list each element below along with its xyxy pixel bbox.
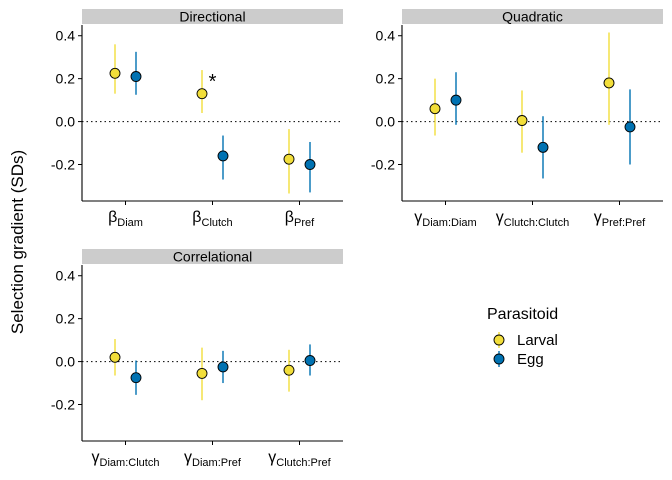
x-tick-symbol: β — [108, 209, 117, 226]
x-tick-label: βClutch — [192, 209, 232, 229]
x-tick-symbol: γ — [268, 449, 276, 466]
x-tick-symbol: γ — [496, 209, 504, 226]
y-tick-label: -0.2 — [51, 397, 75, 413]
x-tick-symbol: β — [285, 209, 294, 226]
x-tick-label: γDiam:Clutch — [92, 449, 160, 469]
legend-key-point — [493, 334, 505, 346]
y-tick-label: 0.0 — [56, 354, 76, 370]
point-larval — [109, 67, 121, 79]
facet-strip — [82, 9, 343, 24]
point-egg — [217, 150, 229, 162]
legend-label-egg: Egg — [517, 351, 544, 368]
x-tick-symbol: γ — [92, 449, 100, 466]
legend-key-point — [493, 353, 505, 365]
x-tick-symbol: γ — [594, 209, 602, 226]
x-tick-subscript: Clutch:Pref — [276, 457, 331, 469]
x-tick-label: γClutch:Clutch — [496, 209, 569, 229]
y-tick-label: 0.2 — [376, 71, 396, 87]
facet-strip — [82, 249, 343, 264]
x-tick-label: γDiam:Pref — [184, 449, 242, 469]
x-tick-symbol: γ — [414, 209, 422, 226]
y-tick-label: -0.2 — [51, 157, 75, 173]
x-tick-label: γDiam:Diam — [414, 209, 476, 229]
x-tick-subscript: Diam:Clutch — [100, 457, 160, 469]
y-tick-label: 0.2 — [56, 71, 76, 87]
facet-strip — [402, 9, 663, 24]
y-tick-label: 0.0 — [376, 114, 396, 130]
point-larval — [429, 103, 441, 115]
point-egg — [537, 141, 549, 153]
x-tick-subscript: Diam:Pref — [192, 457, 242, 469]
legend-title: Parasitoid — [487, 306, 558, 323]
x-tick-symbol: β — [192, 209, 201, 226]
y-tick-label: 0.4 — [56, 28, 76, 44]
point-egg — [304, 159, 316, 170]
x-tick-subscript: Clutch — [202, 217, 233, 229]
point-egg — [130, 372, 142, 384]
y-tick-label: 0.2 — [56, 311, 76, 327]
point-larval — [603, 77, 615, 89]
facet-title: Correlational — [173, 249, 252, 265]
x-tick-subscript: Diam:Diam — [422, 217, 476, 229]
point-larval — [516, 115, 528, 126]
x-tick-subscript: Pref:Pref — [602, 217, 646, 229]
y-tick-label: 0.4 — [376, 28, 396, 44]
y-tick-label: 0.0 — [56, 114, 76, 130]
x-tick-subscript: Diam — [117, 217, 143, 229]
point-larval — [283, 364, 295, 376]
x-tick-subscript: Clutch:Clutch — [504, 217, 569, 229]
point-egg — [450, 94, 462, 106]
x-tick-symbol: γ — [184, 449, 192, 466]
y-tick-label: -0.2 — [371, 157, 395, 173]
point-egg — [130, 71, 142, 82]
point-larval — [196, 367, 208, 379]
point-larval — [283, 153, 295, 165]
facet-title: Directional — [179, 9, 245, 25]
point-larval — [196, 88, 208, 100]
y-tick-label: 0.4 — [56, 268, 76, 284]
facet-title: Quadratic — [502, 9, 563, 25]
x-tick-label: βDiam — [108, 209, 143, 229]
y-axis-title: Selection gradient (SDs) — [8, 150, 27, 334]
point-egg — [624, 121, 636, 133]
x-tick-label: γPref:Pref — [594, 209, 646, 229]
significance-star: * — [209, 71, 217, 93]
x-tick-label: βPref — [285, 209, 315, 229]
legend: Parasitoid Larval Egg — [487, 306, 558, 368]
point-larval — [109, 351, 121, 363]
point-egg — [217, 361, 229, 373]
x-tick-label: γClutch:Pref — [268, 449, 331, 469]
legend-label-larval: Larval — [517, 332, 558, 349]
x-tick-subscript: Pref — [294, 217, 315, 229]
point-egg — [304, 355, 316, 366]
